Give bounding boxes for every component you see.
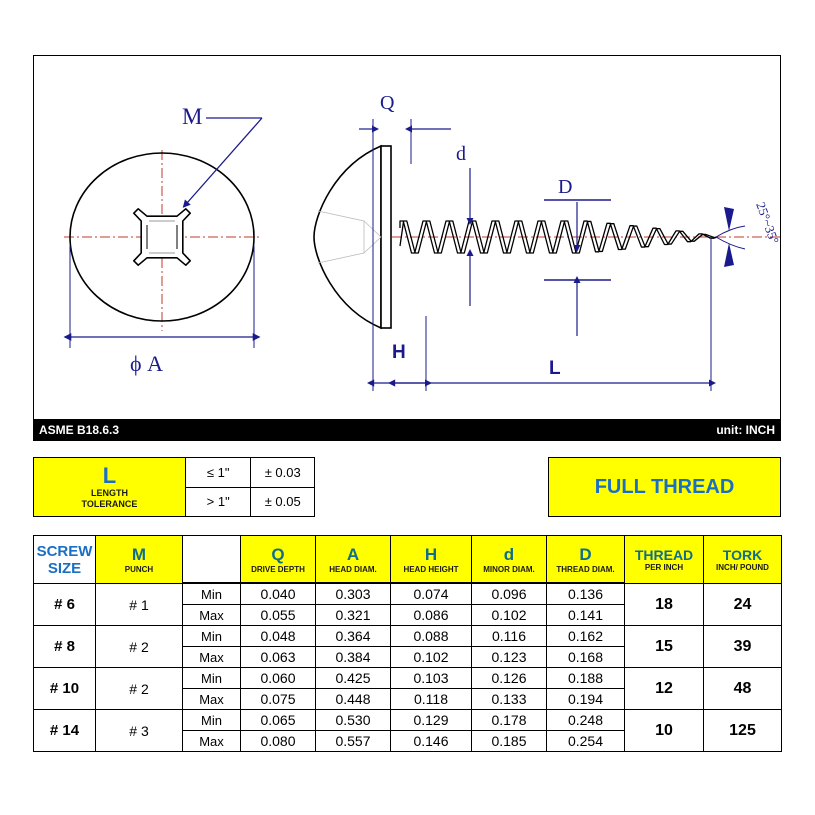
svg-text:D: D [558,176,572,198]
svg-text:H: H [392,342,406,363]
svg-text:25°~35°: 25°~35° [753,200,781,246]
svg-text:L: L [549,358,561,379]
svg-text:ϕ A: ϕ A [130,351,163,376]
svg-text:Q: Q [380,92,395,114]
svg-text:M: M [182,104,202,129]
svg-text:d: d [456,143,466,165]
